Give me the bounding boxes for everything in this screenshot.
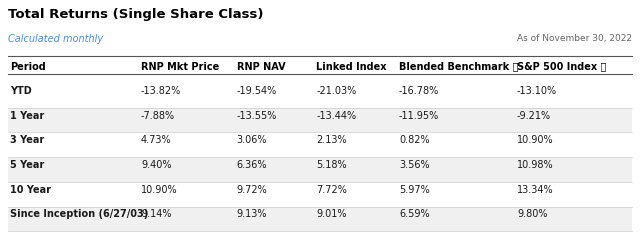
Text: Calculated monthly: Calculated monthly <box>8 34 103 44</box>
Text: Since Inception (6/27/03): Since Inception (6/27/03) <box>10 209 148 219</box>
Text: -21.03%: -21.03% <box>316 86 356 96</box>
Text: YTD: YTD <box>10 86 32 96</box>
Text: 2.13%: 2.13% <box>316 135 347 145</box>
Text: 5 Year: 5 Year <box>10 160 45 170</box>
Text: -13.44%: -13.44% <box>316 110 356 121</box>
Text: 5.18%: 5.18% <box>316 160 347 170</box>
Text: RNP Mkt Price: RNP Mkt Price <box>141 62 219 72</box>
Text: 9.01%: 9.01% <box>316 209 347 219</box>
FancyBboxPatch shape <box>8 108 632 132</box>
Text: 1 Year: 1 Year <box>10 110 45 121</box>
Text: 10.98%: 10.98% <box>517 160 554 170</box>
Text: 3 Year: 3 Year <box>10 135 45 145</box>
Text: As of November 30, 2022: As of November 30, 2022 <box>517 34 632 43</box>
Text: 4.73%: 4.73% <box>141 135 172 145</box>
Text: 3.56%: 3.56% <box>399 160 429 170</box>
Text: Linked Index: Linked Index <box>316 62 387 72</box>
Text: 9.14%: 9.14% <box>141 209 172 219</box>
Text: -19.54%: -19.54% <box>237 86 276 96</box>
Text: 5.97%: 5.97% <box>399 185 430 195</box>
Text: 9.13%: 9.13% <box>237 209 267 219</box>
Text: 9.80%: 9.80% <box>517 209 547 219</box>
Text: 10 Year: 10 Year <box>10 185 51 195</box>
Text: -9.21%: -9.21% <box>517 110 551 121</box>
Text: S&P 500 Index ⓘ: S&P 500 Index ⓘ <box>517 62 606 72</box>
Text: Period: Period <box>10 62 46 72</box>
Text: -7.88%: -7.88% <box>141 110 175 121</box>
FancyBboxPatch shape <box>8 158 632 182</box>
Text: -11.95%: -11.95% <box>399 110 439 121</box>
Text: -13.10%: -13.10% <box>517 86 557 96</box>
FancyBboxPatch shape <box>8 207 632 231</box>
Text: 6.36%: 6.36% <box>237 160 267 170</box>
Text: Total Returns (Single Share Class): Total Returns (Single Share Class) <box>8 8 263 21</box>
Text: 13.34%: 13.34% <box>517 185 554 195</box>
Text: 9.40%: 9.40% <box>141 160 172 170</box>
Text: -13.82%: -13.82% <box>141 86 181 96</box>
Text: 6.59%: 6.59% <box>399 209 429 219</box>
Text: Blended Benchmark ⓘ: Blended Benchmark ⓘ <box>399 62 518 72</box>
Text: 7.72%: 7.72% <box>316 185 347 195</box>
Text: 10.90%: 10.90% <box>141 185 177 195</box>
Text: 0.82%: 0.82% <box>399 135 429 145</box>
Text: -16.78%: -16.78% <box>399 86 439 96</box>
Text: 10.90%: 10.90% <box>517 135 554 145</box>
Text: -13.55%: -13.55% <box>237 110 277 121</box>
Text: 9.72%: 9.72% <box>237 185 268 195</box>
Text: 3.06%: 3.06% <box>237 135 267 145</box>
Text: RNP NAV: RNP NAV <box>237 62 285 72</box>
